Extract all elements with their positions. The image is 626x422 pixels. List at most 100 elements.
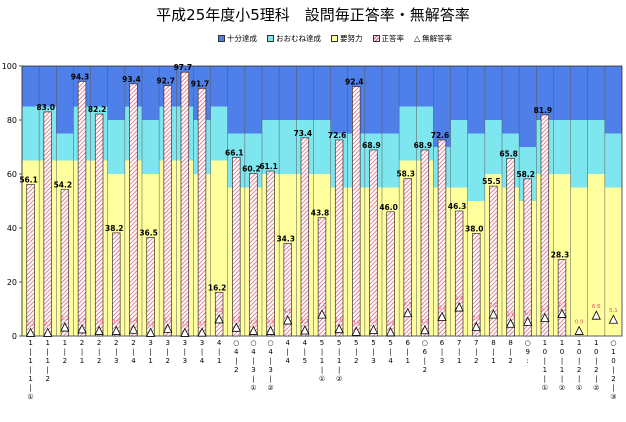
- category-label-line: ③: [610, 393, 616, 401]
- category-label-line: |: [269, 357, 271, 365]
- y-tick-label: 100: [2, 62, 17, 71]
- band-full: [244, 66, 262, 134]
- category-label: 5 | 4: [388, 339, 393, 365]
- legend-label-full: 十分達成: [227, 34, 257, 43]
- category-label-line: 5: [388, 339, 392, 347]
- category-label-line: 2: [97, 339, 101, 347]
- category-label: ○ 6 | 2: [422, 339, 428, 374]
- category-label: 3 | 3: [183, 339, 187, 365]
- category-label-line: |: [321, 348, 323, 356]
- no-answer-marker: [368, 324, 379, 334]
- correct-rate-bar: [540, 114, 550, 337]
- category-label-line: 6: [440, 339, 445, 347]
- category-label: ○ 1 0 | 2 | ③: [610, 339, 616, 401]
- y-tick-label: 80: [7, 116, 17, 125]
- category-label: 5 | 3: [371, 339, 375, 365]
- band-mostly: [382, 133, 400, 188]
- correct-rate-label: 28.3: [551, 251, 570, 260]
- correct-rate-bar: [557, 259, 567, 337]
- correct-rate-label: 81.9: [534, 106, 553, 115]
- correct-rate-bar: [420, 149, 430, 337]
- band-effort: [553, 174, 571, 336]
- y-tick-label: 60: [7, 170, 17, 179]
- correct-rate-bar: [489, 185, 498, 337]
- band-full: [210, 66, 228, 107]
- category-label-line: ②: [267, 384, 273, 392]
- band-mostly: [399, 106, 417, 161]
- correct-rate-bar: [129, 83, 138, 337]
- band-mostly: [210, 106, 228, 161]
- band-full: [604, 66, 622, 134]
- correct-rate-label: 72.6: [431, 131, 450, 140]
- correct-rate-label: 34.3: [276, 234, 295, 243]
- category-label-line: |: [612, 366, 614, 374]
- band-full: [553, 66, 571, 120]
- category-label-line: 1: [611, 348, 615, 356]
- legend-swatch-correct: [372, 35, 380, 42]
- band-full: [399, 66, 417, 107]
- category-label-line: 7: [457, 339, 461, 347]
- no-answer-label: 4.3: [523, 310, 532, 316]
- band-effort: [210, 160, 228, 336]
- band-full: [313, 66, 331, 120]
- category-label-line: |: [47, 366, 49, 374]
- band-full: [142, 66, 160, 120]
- legend-label-effort: 要努力: [340, 34, 363, 43]
- band-full: [484, 66, 502, 120]
- band-mostly: [519, 147, 537, 201]
- category-label: 2 | 2: [97, 339, 101, 365]
- no-answer-marker: [300, 325, 310, 335]
- category-label-line: |: [578, 357, 580, 365]
- no-answer-label: 0.6: [352, 320, 361, 326]
- no-answer-label: 1.4: [129, 318, 138, 324]
- legend-swatch-full: [218, 35, 225, 42]
- correct-rate-bar: [77, 81, 87, 337]
- no-answer-label: 7.2: [558, 303, 567, 309]
- category-label-line: 3: [114, 357, 118, 365]
- correct-rate-label: 92.4: [345, 78, 364, 87]
- category-label: 5 | 2: [354, 339, 358, 365]
- correct-rate-bar: [454, 210, 464, 337]
- band-full: [467, 66, 485, 134]
- no-answer-marker: [505, 318, 516, 328]
- category-label: 6 | 1: [405, 339, 410, 365]
- band-full: [39, 66, 57, 107]
- no-answer-label: 1.2: [420, 319, 429, 325]
- no-answer-marker: [317, 309, 327, 319]
- correct-rate-bar: [232, 157, 241, 337]
- category-label-line: |: [321, 366, 323, 374]
- category-label-line: 3: [165, 339, 169, 347]
- no-answer-label: 7.0: [318, 303, 327, 309]
- no-answer-marker: [334, 323, 344, 334]
- no-answer-marker: [283, 315, 293, 325]
- category-label-line: 2: [45, 375, 49, 383]
- band-full: [296, 66, 314, 120]
- category-label-line: 4: [131, 357, 136, 365]
- band-mostly: [604, 133, 622, 188]
- correct-rate-bar: [180, 71, 190, 337]
- category-label-line: 4: [303, 339, 308, 347]
- category-label-line: |: [561, 375, 563, 383]
- legend-item-effort: 要努力: [331, 33, 363, 44]
- category-label-line: 0: [594, 348, 598, 356]
- category-label-line: 2: [131, 339, 135, 347]
- legend-swatch-effort: [331, 35, 338, 42]
- no-answer-label: 0.9: [95, 320, 104, 326]
- no-answer-marker: [197, 327, 207, 337]
- category-label-line: 4: [217, 339, 222, 347]
- category-label-line: 1: [577, 339, 581, 347]
- chart-title: 平成25年度小5理科 設問毎正答率・無解答率: [156, 6, 470, 24]
- no-answer-label: 7.5: [403, 302, 412, 308]
- category-label: 7 | 1: [457, 339, 461, 365]
- no-answer-marker: [180, 327, 190, 337]
- band-full: [536, 66, 554, 120]
- category-label-line: 1: [337, 357, 341, 365]
- triangle-icon: △: [414, 34, 421, 43]
- category-label-line: 1: [45, 357, 49, 365]
- no-answer-marker: [128, 324, 139, 334]
- correct-rate-label: 68.9: [414, 141, 433, 150]
- no-answer-marker: [420, 324, 430, 335]
- correct-rate-bar: [437, 139, 447, 337]
- category-label-line: |: [252, 357, 254, 365]
- correct-rate-label: 46.0: [379, 203, 398, 212]
